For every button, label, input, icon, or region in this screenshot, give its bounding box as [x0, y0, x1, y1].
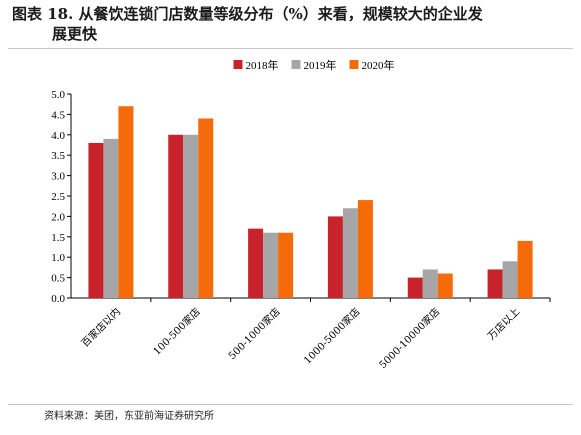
top-divider — [8, 48, 573, 49]
y-tick-label: 1.0 — [51, 252, 65, 264]
bar-2-1 — [103, 138, 119, 298]
x-category-label: 百家店以内 — [78, 305, 123, 350]
legend-label-3: 2020年 — [362, 58, 395, 72]
bar-3-5 — [437, 273, 453, 298]
bar-3-3 — [278, 232, 294, 298]
legend-swatch-2 — [291, 60, 301, 69]
bar-2-3 — [263, 232, 279, 298]
bar-1-3 — [248, 228, 264, 298]
y-tick-label: 4.5 — [51, 109, 65, 121]
legend: 2018年 2019年 2020年 — [233, 58, 395, 72]
x-category-label: 1000-5000家店 — [301, 305, 363, 367]
y-tick-label: 3.0 — [51, 171, 65, 183]
x-axis: 百家店以内 100-500家店 500-1000家店 1000-5000家店 5000-… — [71, 297, 551, 371]
x-category-label: 万店以上 — [485, 305, 522, 342]
legend-label-2: 2019年 — [304, 58, 337, 72]
bars — [88, 106, 533, 299]
y-tick-label: 1.5 — [51, 232, 65, 244]
chart-title-line-1: 图表 18. 从餐饮连锁门店数量等级分布（%）来看，规模较大的企业发 — [12, 5, 483, 23]
y-tick-label: 5.0 — [51, 89, 65, 101]
bar-3-4 — [357, 200, 373, 298]
y-tick-label: 0.0 — [51, 293, 65, 305]
y-axis: 0.0 0.5 1.0 1.5 2.0 2.5 3.0 3.5 4.0 4.5 5.0 — [51, 89, 72, 305]
bar-1-1 — [88, 142, 104, 298]
bar-2-2 — [183, 134, 199, 298]
source-note: 资料来源：美团，东亚前海证券研究所 — [44, 411, 214, 422]
bar-2-5 — [422, 269, 438, 298]
bottom-divider — [8, 404, 573, 405]
bar-3-6 — [517, 240, 533, 298]
chart-title-line-2: 展更快 — [52, 25, 98, 43]
bar-2-4 — [342, 208, 358, 298]
y-tick-label: 2.0 — [51, 211, 65, 223]
chart-title: 图表 18. 从餐饮连锁门店数量等级分布（%）来看，规模较大的企业发 展更快 — [12, 4, 572, 44]
bar-3-2 — [198, 118, 214, 298]
bar-1-4 — [327, 216, 343, 298]
bar-1-6 — [487, 269, 503, 298]
x-category-label: 500-1000家店 — [225, 305, 282, 362]
bar-1-2 — [168, 134, 184, 298]
y-tick-label: 0.5 — [51, 273, 65, 285]
legend-swatch-3 — [349, 60, 359, 69]
bar-2-6 — [502, 261, 518, 298]
y-tick-label: 4.0 — [51, 130, 65, 142]
x-category-label: 100-500家店 — [150, 305, 203, 358]
legend-swatch-1 — [233, 60, 243, 69]
x-category-label: 5000-10000家店 — [376, 305, 442, 371]
bar-3-1 — [118, 106, 134, 299]
bar-1-5 — [407, 277, 423, 298]
legend-label-1: 2018年 — [246, 58, 279, 72]
y-tick-label: 3.5 — [51, 150, 65, 162]
y-tick-label: 2.5 — [51, 191, 65, 203]
